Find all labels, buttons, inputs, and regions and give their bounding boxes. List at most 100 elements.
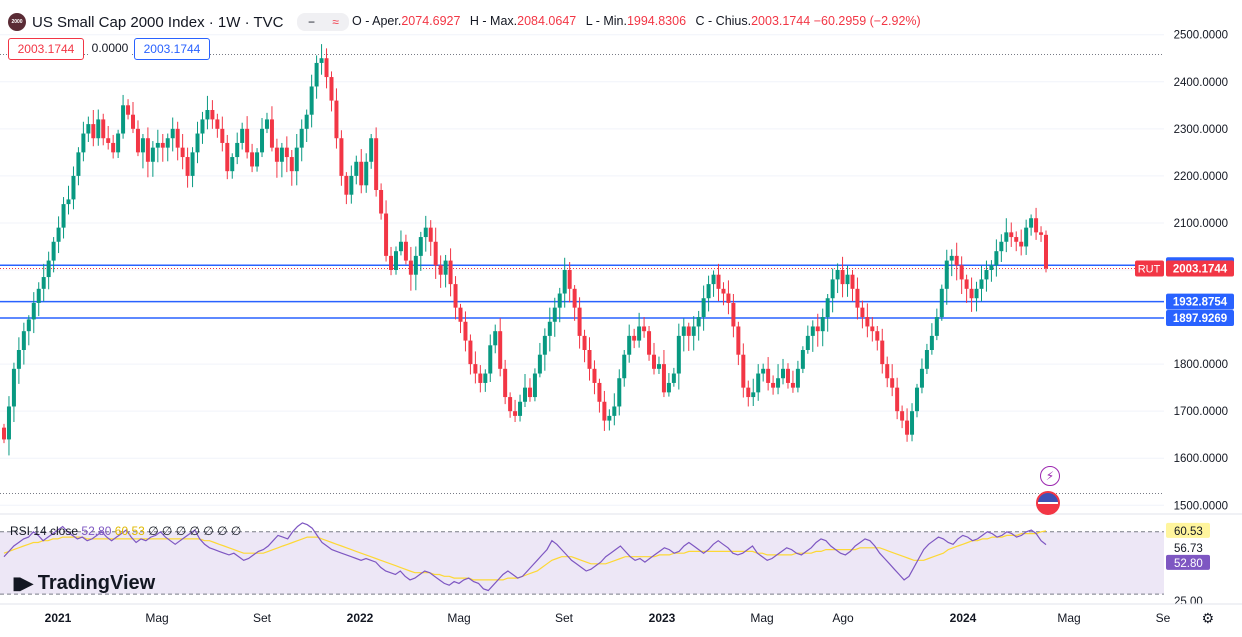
candle-body <box>319 58 324 63</box>
candle-body <box>324 58 329 78</box>
price-tick-label: 2100.0000 <box>1174 218 1228 230</box>
rsi-line <box>3 522 1047 592</box>
candle-body <box>51 241 56 261</box>
candle-body <box>890 378 895 388</box>
candle-body <box>681 326 686 336</box>
candle-body <box>969 288 974 299</box>
candle-body <box>999 241 1004 252</box>
candle-body <box>389 255 394 270</box>
candle-body <box>180 147 185 158</box>
candle-body <box>547 321 552 336</box>
candle-body <box>483 373 488 383</box>
minimize-icon[interactable]: − <box>307 15 315 29</box>
rsi-name: RSI 14 close <box>10 524 79 538</box>
price-grid <box>0 34 1164 506</box>
candle-body <box>696 317 701 327</box>
candle-body <box>339 138 344 176</box>
candle-body <box>403 241 408 261</box>
candle-body <box>781 368 786 379</box>
header-button-group: − ≈ <box>297 13 350 31</box>
candle-body <box>721 288 726 294</box>
rsi-legend[interactable]: RSI 14 close 52.80 60.53 ∅ ∅ ∅ ∅ ∅ ∅ ∅ <box>10 524 241 538</box>
candle-body <box>220 128 225 143</box>
candle-body <box>453 284 458 308</box>
candle-body <box>81 133 86 153</box>
chart-title[interactable]: US Small Cap 2000 Index · 1W · TVC <box>32 13 284 31</box>
candle-body <box>974 288 979 299</box>
candle-body <box>255 152 260 167</box>
settings-gear-icon[interactable]: ⚙ <box>1201 610 1214 626</box>
candle-body <box>1034 218 1039 233</box>
candle-body <box>860 307 865 318</box>
candle-body <box>478 373 483 383</box>
candle-body <box>617 378 622 407</box>
candle-body <box>865 317 870 327</box>
candle-body <box>369 138 374 162</box>
tradingview-logo[interactable]: ▮▶ TradingView <box>12 572 155 595</box>
candle-body <box>736 326 741 355</box>
candle-body <box>309 86 314 115</box>
candle-body <box>269 119 274 148</box>
candle-body <box>16 350 21 369</box>
candle-body <box>701 298 706 318</box>
candle-body <box>746 387 751 398</box>
candle-body <box>438 265 443 275</box>
candle-body <box>518 401 523 416</box>
horizontal-level-lines[interactable] <box>0 264 1164 319</box>
candle-body <box>279 147 284 162</box>
candle-body <box>652 354 657 369</box>
candle-body <box>905 420 910 435</box>
candle-body <box>230 157 235 172</box>
low-label: L - Min. <box>585 14 627 28</box>
candle-body <box>1014 237 1019 242</box>
candle-body <box>944 260 949 289</box>
candle-body <box>116 133 121 153</box>
candle-body <box>810 326 815 336</box>
candle-body <box>245 128 250 153</box>
candle-body <box>959 265 964 280</box>
time-tick-label: Mag <box>145 611 168 625</box>
candle-body <box>96 119 101 139</box>
candle-body <box>825 298 830 318</box>
candle-body <box>294 147 299 172</box>
level-label: 1932.8754 <box>1173 297 1228 309</box>
price-box-blue[interactable]: 2003.1744 <box>134 38 210 60</box>
rsi-ma-value: 60.53 <box>114 524 145 538</box>
candle-body <box>304 114 309 129</box>
price-box-red[interactable]: 2003.1744 <box>8 38 84 60</box>
candle-body <box>443 260 448 275</box>
rsi-ma-line <box>3 530 1047 581</box>
candle-body <box>870 326 875 332</box>
candle-body <box>895 387 900 412</box>
us-flag-icon[interactable] <box>1036 491 1060 515</box>
candle-body <box>6 406 11 440</box>
wave-icon[interactable]: ≈ <box>332 15 339 29</box>
candle-body <box>468 340 473 365</box>
tradingview-mark-icon: ▮▶ <box>12 573 34 593</box>
candle-body <box>711 274 716 285</box>
candle-body <box>532 373 537 398</box>
candle-body <box>264 119 269 129</box>
candle-body <box>622 354 627 379</box>
candle-body <box>771 382 776 388</box>
lightning-icon[interactable]: ⚡ <box>1040 466 1060 486</box>
time-tick-label: Se <box>1156 611 1171 625</box>
candle-body <box>875 331 880 341</box>
rsi-extras: ∅ ∅ ∅ ∅ ∅ ∅ ∅ <box>148 524 242 538</box>
candle-body <box>597 382 602 402</box>
candle-body <box>785 368 790 383</box>
candle-body <box>642 326 647 332</box>
candle-body <box>314 62 319 87</box>
time-axis[interactable]: 2021 Mag Set 2022 Mag Set 2023 Mag Ago 2024 Mag Se <box>0 603 1242 637</box>
candle-body <box>210 110 215 120</box>
candle-body <box>408 260 413 275</box>
candle-body <box>86 124 91 134</box>
candle-body <box>815 326 820 332</box>
candle-body <box>805 335 810 350</box>
open-label: O - Aper. <box>352 14 402 28</box>
candle-body <box>379 190 384 214</box>
candle-body <box>850 274 855 289</box>
candle-body <box>1029 218 1034 228</box>
candle-body <box>880 340 885 365</box>
